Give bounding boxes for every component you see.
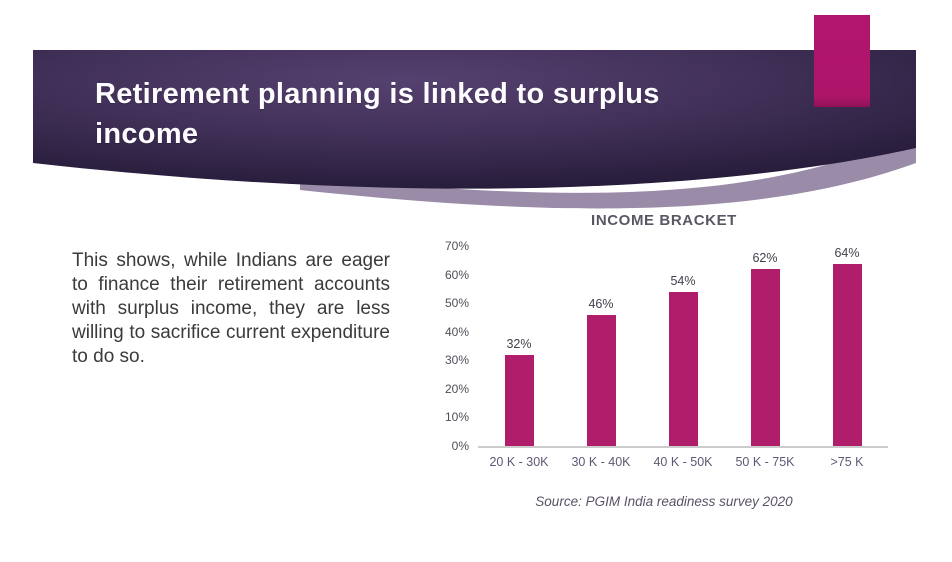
bar-value-label: 54% [670,273,696,288]
bar-value-label: 46% [588,296,614,311]
bar [750,268,780,446]
bar-group: 64% [806,246,888,446]
title-line-1: Retirement planning is linked to surplus [95,78,660,110]
banner-underlay-wedge [300,132,916,209]
y-axis: 70% 60% 50% 40% 30% 20% 10% 0% [438,239,478,453]
y-tick-label: 40% [444,324,469,339]
x-axis-label: 30 K - 40K [571,455,631,469]
header-banner [33,50,916,209]
bar-value-label: 32% [506,336,532,351]
chart-area: 70% 60% 50% 40% 30% 20% 10% 0% 32% 46% 54% 62% 64% [438,239,890,453]
y-tick-label: 0% [451,439,469,453]
bar-group: 32% [478,246,560,446]
y-tick-label: 20% [444,381,469,396]
x-axis-labels: 20 K - 30K 30 K - 40K 40 K - 50K 50 K - 75K… [478,455,888,469]
bar-value-label: 64% [834,246,860,260]
y-tick-label: 50% [444,296,469,311]
slide-title: Retirement planning is linked to surplus… [95,74,660,154]
source-note: Source: PGIM India readiness survey 2020 [535,494,793,509]
body-text: This shows, while Indians are eager to f… [72,250,390,367]
y-tick-label: 30% [444,353,469,368]
x-axis-label: 40 K - 50K [653,455,713,469]
y-tick-label: 60% [444,267,469,282]
bar-value-label: 62% [752,250,778,265]
bar-group: 62% [724,246,806,446]
bar-group: 46% [560,246,642,446]
x-axis-label: >75 K [830,455,864,469]
accent-rectangle [814,15,870,107]
bar [504,354,534,446]
income-bracket-chart: INCOME BRACKET 70% 60% 50% 40% 30% 20% 10% 0% 3… [438,212,890,509]
y-tick-label: 70% [444,239,469,253]
banner-shape [33,50,916,189]
title-line-2: income [95,118,199,150]
bar [668,291,698,446]
bar-group: 54% [642,246,724,446]
bar [586,314,616,446]
x-axis-label: 50 K - 75K [735,455,795,469]
y-tick-label: 10% [444,410,469,425]
chart-title: INCOME BRACKET [591,212,737,229]
x-axis-label: 20 K - 30K [489,455,549,469]
plot-area: 32% 46% 54% 62% 64% [478,246,888,448]
bar [832,264,862,446]
